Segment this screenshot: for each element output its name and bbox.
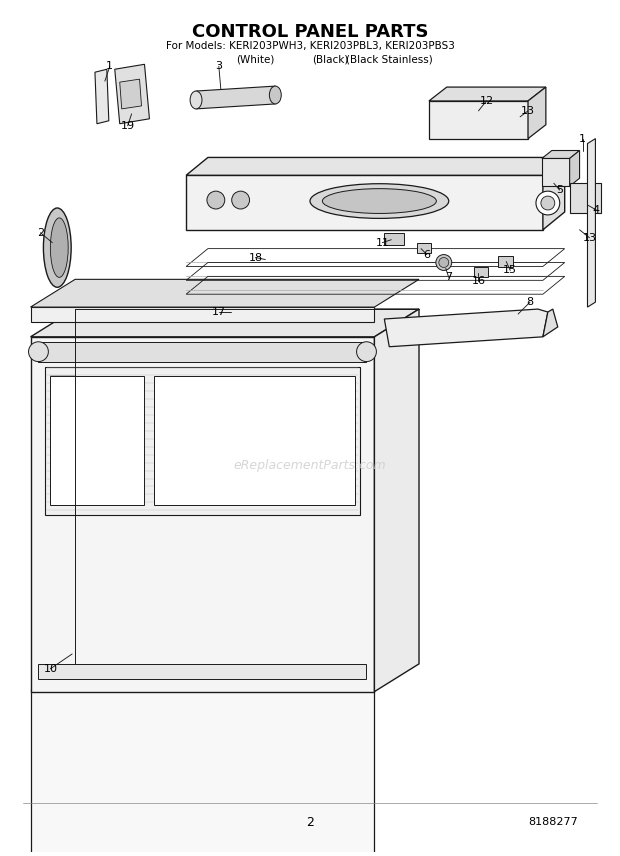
Text: 17: 17 [212,307,226,317]
Polygon shape [115,64,149,124]
Ellipse shape [269,86,281,104]
Text: For Models: KERI203PWH3, KERI203PBL3, KERI203PBS3: For Models: KERI203PWH3, KERI203PBL3, KE… [166,41,454,51]
Circle shape [232,191,249,209]
Polygon shape [30,279,419,307]
Polygon shape [542,151,580,158]
Text: (Black Stainless): (Black Stainless) [346,54,433,64]
Text: 1: 1 [106,62,113,71]
Text: 1: 1 [579,134,586,144]
Text: 6: 6 [423,250,430,259]
Text: 8: 8 [526,297,534,307]
Polygon shape [120,79,141,109]
Polygon shape [429,101,528,139]
Polygon shape [417,242,431,253]
Polygon shape [429,87,546,101]
Ellipse shape [190,91,202,109]
Text: (White): (White) [236,54,275,64]
Circle shape [541,196,555,210]
Polygon shape [498,256,513,267]
Text: 4: 4 [593,205,600,215]
Polygon shape [528,87,546,139]
Text: 11: 11 [375,238,389,247]
Polygon shape [543,309,558,336]
Polygon shape [95,69,109,124]
Polygon shape [45,366,360,515]
Text: 5: 5 [556,185,563,195]
Polygon shape [30,336,374,692]
Text: 13: 13 [582,233,596,243]
Text: 19: 19 [120,121,135,131]
Polygon shape [30,309,419,336]
Circle shape [439,258,449,267]
Polygon shape [30,688,374,856]
Ellipse shape [310,184,449,218]
Text: 13: 13 [521,106,535,116]
Polygon shape [570,151,580,187]
Polygon shape [384,309,548,347]
Text: CONTROL PANEL PARTS: CONTROL PANEL PARTS [192,22,428,40]
Ellipse shape [29,342,48,361]
Text: (Black): (Black) [312,54,348,64]
Ellipse shape [50,218,68,277]
Text: 8188277: 8188277 [528,817,578,828]
Text: 2: 2 [306,816,314,829]
Circle shape [207,191,225,209]
Ellipse shape [356,342,376,361]
Polygon shape [543,158,565,229]
Polygon shape [474,267,489,277]
Text: 2: 2 [37,228,44,238]
Polygon shape [570,183,601,213]
Text: eReplacementParts.com: eReplacementParts.com [234,459,386,473]
Text: 15: 15 [503,265,517,276]
Text: 10: 10 [43,663,57,674]
Polygon shape [196,86,275,109]
Polygon shape [542,158,570,187]
Polygon shape [186,175,543,229]
Text: 12: 12 [479,96,494,106]
Circle shape [536,191,560,215]
Polygon shape [38,342,366,361]
Polygon shape [588,139,595,307]
Text: 3: 3 [215,62,223,71]
Ellipse shape [43,208,71,288]
Polygon shape [374,309,419,692]
Polygon shape [38,664,366,679]
Text: 18: 18 [249,253,262,263]
Circle shape [436,254,452,270]
Text: 16: 16 [471,276,485,286]
Polygon shape [384,233,404,245]
Polygon shape [50,377,144,505]
Polygon shape [154,377,355,505]
Polygon shape [30,307,374,322]
Polygon shape [186,158,565,175]
Ellipse shape [322,188,436,213]
Text: 7: 7 [445,272,453,282]
